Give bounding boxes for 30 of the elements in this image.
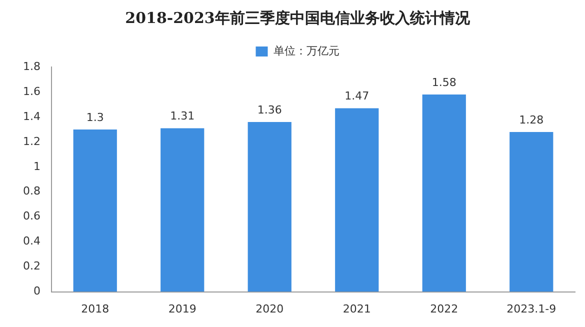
y-tick-label: 1 [33,160,40,173]
data-label: 1.28 [519,113,544,126]
data-label: 1.3 [86,110,104,124]
y-tick-label: 1.4 [22,110,40,123]
x-tick-label: 2023.1-9 [506,302,556,316]
legend-label: 单位：万亿元 [273,44,340,58]
bar [160,128,204,292]
x-tick-label: 2020 [256,302,284,316]
y-tick-label: 0.4 [22,234,40,248]
chart-title: 2018-2023年前三季度中国电信业务收入统计情况 [125,8,471,27]
bar [73,129,117,292]
bar [422,94,466,292]
y-tick-label: 1.2 [22,134,40,148]
data-label: 1.47 [344,90,370,103]
bar [335,108,379,292]
x-tick-label: 2019 [168,302,196,316]
bar [510,132,554,292]
y-tick-label: 1.6 [22,84,40,98]
data-label: 1.58 [432,76,456,89]
y-tick-label: 0 [33,284,40,298]
y-tick-label: 0.8 [22,184,40,198]
x-tick-label: 2022 [430,302,458,316]
y-tick-label: 0.6 [22,210,40,223]
data-label: 1.36 [257,103,282,116]
data-label: 1.31 [170,110,195,123]
y-tick-label: 0.2 [22,260,40,273]
y-tick-label: 1.8 [22,60,40,73]
bar [248,122,292,292]
x-tick-label: 2018 [81,302,110,316]
x-tick-label: 2021 [342,302,371,316]
